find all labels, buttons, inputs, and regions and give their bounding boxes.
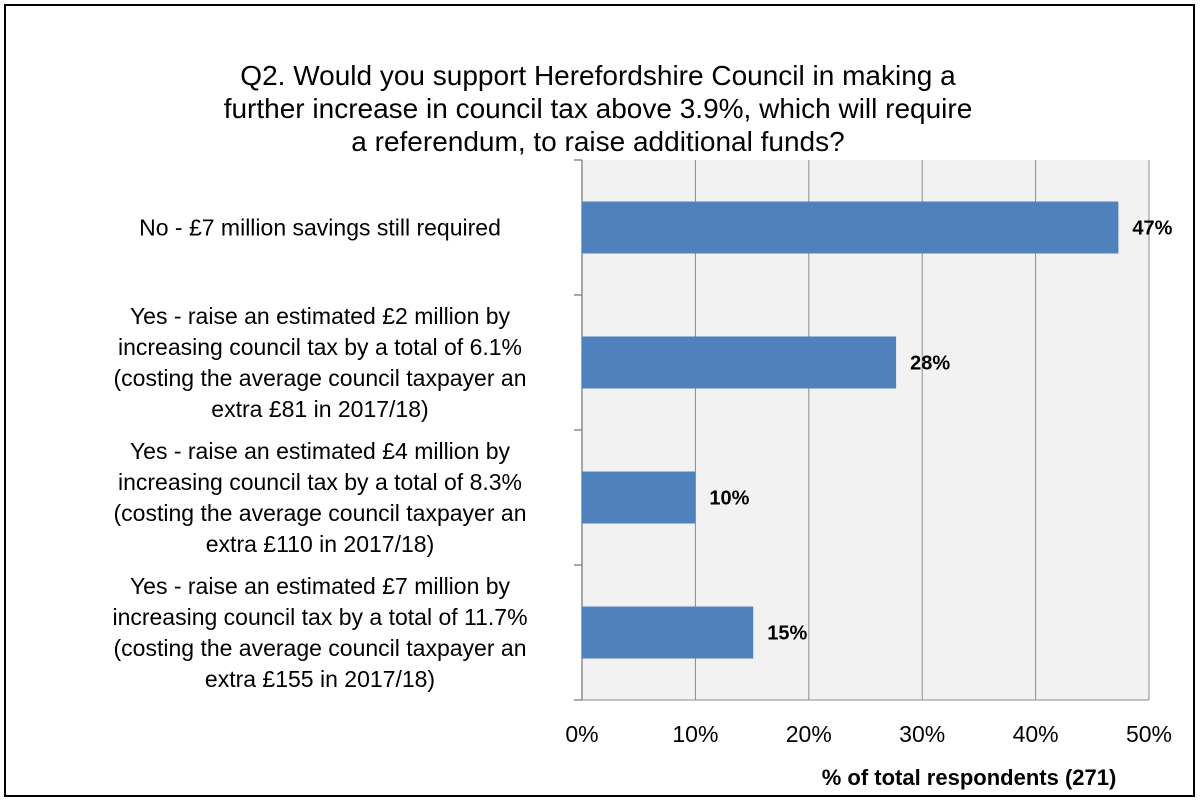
category-labels: No - £7 million savings still required Ye… xyxy=(112,215,527,693)
data-label: 10% xyxy=(709,488,749,510)
bar xyxy=(582,606,754,659)
category-label: Yes - raise an estimated £7 million by xyxy=(130,573,511,599)
x-tick-label: 30% xyxy=(899,721,945,747)
category-label: (costing the average council taxpayer an xyxy=(114,365,527,391)
category-label: increasing council tax by a total of 6.1… xyxy=(118,334,522,360)
category-label: extra £81 in 2017/18) xyxy=(211,396,428,422)
x-tick-label: 40% xyxy=(1013,721,1059,747)
x-tick-label: 0% xyxy=(565,721,598,747)
category-label: Yes - raise an estimated £2 million by xyxy=(130,303,511,329)
category-label: Yes - raise an estimated £4 million by xyxy=(130,438,511,464)
chart-title: Q2. Would you support Herefordshire Coun… xyxy=(224,60,973,157)
category-label: extra £110 in 2017/18) xyxy=(206,531,434,557)
data-labels: 47% 28% 10% 15% xyxy=(709,218,1172,645)
category-label: (costing the average council taxpayer an xyxy=(114,635,527,661)
chart-title-line: Q2. Would you support Herefordshire Coun… xyxy=(240,60,956,91)
category-label: increasing council tax by a total of 11.… xyxy=(112,604,527,630)
x-axis-title: % of total respondents (271) xyxy=(822,765,1117,790)
bar xyxy=(582,336,897,389)
category-label: (costing the average council taxpayer an xyxy=(114,500,527,526)
data-label: 47% xyxy=(1132,218,1172,240)
chart-title-line: further increase in council tax above 3.… xyxy=(224,93,973,124)
chart-title-line: a referendum, to raise additional funds? xyxy=(351,126,844,157)
category-label: extra £155 in 2017/18) xyxy=(205,666,435,692)
data-label: 28% xyxy=(910,353,950,375)
x-tick-labels: 0% 10% 20% 30% 40% 50% xyxy=(565,721,1172,747)
x-tick-label: 50% xyxy=(1126,721,1172,747)
x-tick-label: 20% xyxy=(786,721,832,747)
bars xyxy=(582,201,1119,659)
bar xyxy=(582,201,1119,254)
data-label: 15% xyxy=(767,623,807,645)
bar xyxy=(582,471,696,524)
x-tick-label: 10% xyxy=(672,721,718,747)
category-label: No - £7 million savings still required xyxy=(139,215,501,241)
category-label: increasing council tax by a total of 8.3… xyxy=(118,469,522,495)
